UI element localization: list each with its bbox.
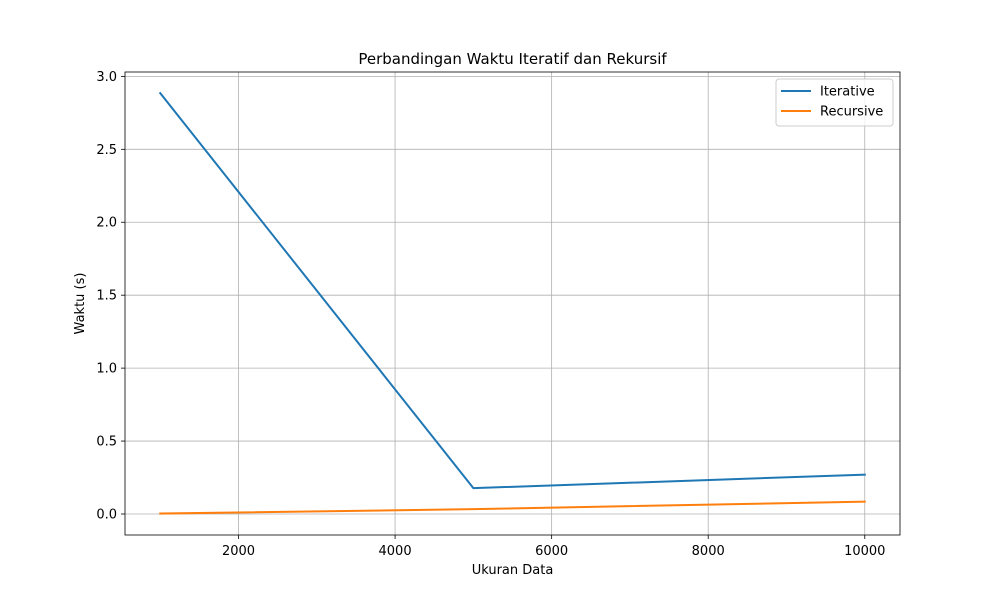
y-tick-label: 2.5: [96, 143, 117, 158]
x-axis-label: Ukuran Data: [472, 563, 554, 578]
y-tick-label: 1.0: [96, 362, 117, 377]
y-tick-label: 1.5: [96, 289, 117, 304]
axis-ticks: 2000 4000 6000 8000 10000 0.0 0.5 1.0 1.5 2.0 2.5 3…: [96, 70, 885, 559]
series-line-recursive: [159, 500, 866, 515]
series-line-iterative: [158, 91, 866, 490]
x-tick-label: 6000: [535, 544, 568, 559]
y-tick-label: 0.0: [96, 507, 117, 522]
legend-label-iterative: Iterative: [820, 85, 875, 100]
y-axis-label: Waktu (s): [73, 273, 88, 335]
chart-title: Perbandingan Waktu Iteratif dan Rekursif: [358, 50, 667, 68]
x-tick-label: 4000: [379, 544, 412, 559]
x-tick-label: 8000: [692, 544, 725, 559]
legend-label-recursive: Recursive: [820, 105, 883, 120]
plot-frame: [124, 71, 901, 536]
y-tick-label: 2.0: [96, 216, 117, 231]
x-tick-label: 2000: [222, 544, 255, 559]
grid: [125, 72, 900, 535]
x-tick-label: 10000: [844, 544, 885, 559]
y-tick-label: 0.5: [96, 435, 117, 450]
series-lines: [158, 91, 866, 515]
legend: Iterative Recursive: [775, 78, 894, 127]
y-tick-label: 3.0: [96, 70, 117, 85]
